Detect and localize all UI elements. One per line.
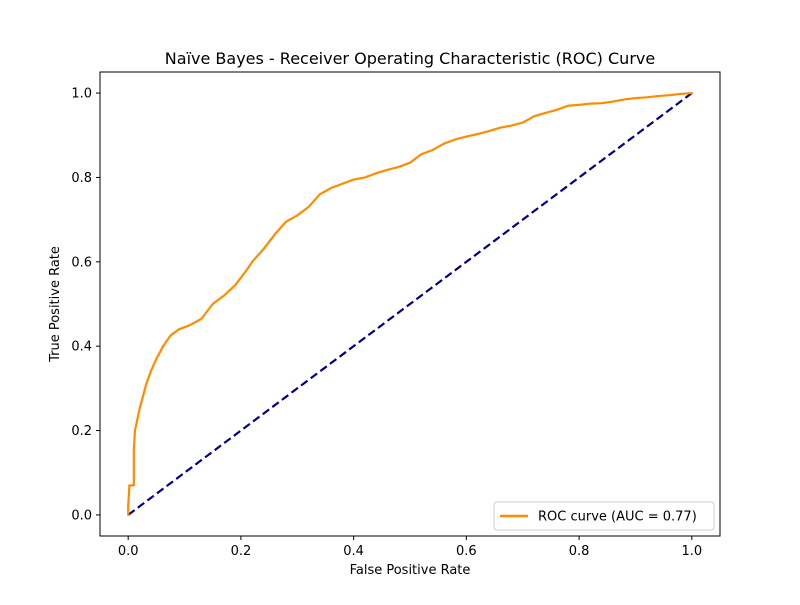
- plot-area: [99, 71, 721, 537]
- x-axis-label: False Positive Rate: [350, 563, 471, 578]
- chance-diagonal-line: [127, 92, 693, 516]
- x-tick-label: 1.0: [681, 544, 702, 559]
- y-tick-label: 0.8: [71, 171, 92, 186]
- y-tick-label: 0.0: [71, 508, 92, 523]
- x-axis-ticks: 0.0 0.2 0.4 0.6 0.8 1.0: [118, 536, 702, 559]
- x-tick-label: 0.8: [569, 544, 590, 559]
- legend-box: [493, 501, 715, 531]
- axes-frame: [99, 71, 721, 537]
- y-tick-label: 0.6: [71, 255, 92, 270]
- y-tick-label: 1.0: [71, 87, 92, 102]
- x-tick-label: 0.6: [456, 544, 477, 559]
- legend: ROC curve (AUC = 0.77): [493, 501, 715, 531]
- legend-label-roc: ROC curve (AUC = 0.77): [538, 510, 697, 525]
- y-tick-label: 0.2: [71, 424, 92, 439]
- y-axis-ticks: 0.0 0.2 0.4 0.6 0.8 1.0: [71, 87, 100, 523]
- x-tick-label: 0.0: [118, 544, 139, 559]
- chart-title: Naïve Bayes - Receiver Operating Charact…: [165, 49, 655, 68]
- x-tick-label: 0.4: [343, 544, 364, 559]
- y-tick-label: 0.4: [71, 340, 92, 355]
- roc-curve-line: [127, 91, 693, 517]
- series-layer: [127, 91, 693, 517]
- y-axis-label: True Positive Rate: [48, 246, 63, 363]
- x-tick-label: 0.2: [231, 544, 252, 559]
